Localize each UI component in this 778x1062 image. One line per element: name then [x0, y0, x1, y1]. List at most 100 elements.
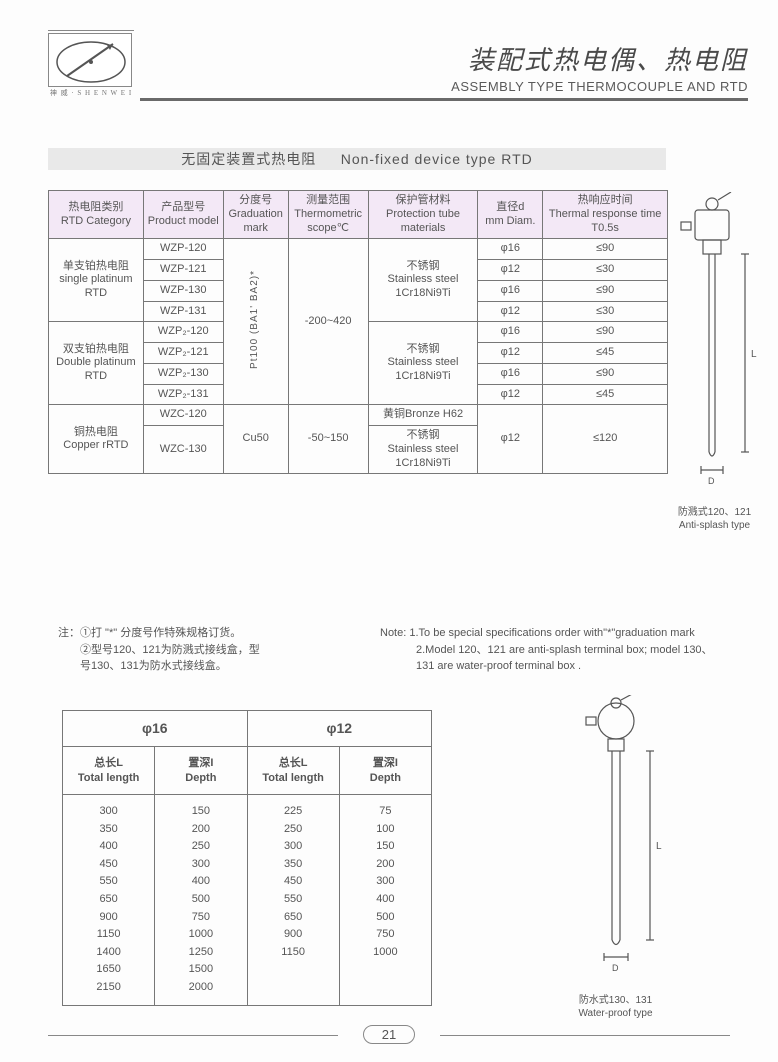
th-category: 热电阻类别RTD Category — [49, 191, 144, 239]
th-text: RTD Category — [51, 215, 141, 229]
th-diam: 直径dmm Diam. — [478, 191, 543, 239]
page-footer: 21 — [0, 1025, 778, 1044]
th-text: 热电阻类别 — [51, 201, 141, 215]
cell-model: WZP₂-121 — [143, 343, 223, 364]
cell-text: 铜热电阻 — [51, 426, 141, 440]
cell-diam-cu: φ12 — [478, 405, 543, 474]
note-line: 2.Model 120、121 are anti-splash terminal… — [380, 642, 738, 659]
table-header-row: φ16 φ12 — [63, 711, 432, 747]
diagram-label-en: Anti-splash type — [667, 519, 762, 532]
section-title: 无固定装置式热电阻 Non-fixed device type RTD — [48, 148, 666, 170]
diagram-label: 防溅式120、121 Anti-splash type — [667, 506, 762, 532]
th-text: 产品型号 — [146, 201, 221, 215]
logo-mark — [48, 33, 132, 87]
cell-mat-ss: 不锈钢Stainless steel 1Cr18Ni9Ti — [368, 239, 478, 322]
probe-icon: L D — [667, 192, 762, 497]
th-scope: 测量范围Thermometric scope℃ — [288, 191, 368, 239]
cell-list-16D: 1502002503004005007501000125015002000 — [155, 795, 247, 1006]
cell-diam: φ16 — [478, 322, 543, 343]
probe-icon: L D — [568, 695, 668, 985]
cell-resp: ≤30 — [543, 301, 668, 322]
th-text: 置深I — [157, 756, 244, 770]
cell-model: WZP-120 — [143, 239, 223, 260]
cell-resp: ≤30 — [543, 260, 668, 281]
spec-table-wrap: 热电阻类别RTD Category 产品型号Product model 分度号G… — [48, 190, 668, 474]
th-phi16: φ16 — [63, 711, 248, 747]
page: 神 威 · S H E N W E I 装配式热电偶、热电阻 ASSEMBLY … — [0, 0, 778, 1062]
th-mat: 保护管材料Protection tube materials — [368, 191, 478, 239]
cell-diam: φ16 — [478, 280, 543, 301]
cell-resp: ≤90 — [543, 239, 668, 260]
cell-model: WZP-121 — [143, 260, 223, 281]
th-text: Protection tube materials — [371, 208, 476, 236]
table-subheader-row: 总长LTotal length 置深IDepth 总长LTotal length… — [63, 747, 432, 795]
cell-model: WZC-130 — [143, 426, 223, 474]
cell-model: WZP₂-130 — [143, 363, 223, 384]
cell-list-12D: 751001502003004005007501000 — [339, 795, 431, 1006]
table-row: 铜热电阻Copper rRTD WZC-120 Cu50 -50~150 黄铜B… — [49, 405, 668, 426]
spec-table: 热电阻类别RTD Category 产品型号Product model 分度号G… — [48, 190, 668, 474]
th-text: 热响应时间 — [545, 194, 665, 208]
cell-resp: ≤45 — [543, 343, 668, 364]
diagram-label-cn: 防水式130、131 — [568, 994, 663, 1007]
th-text: Total length — [250, 771, 337, 785]
cell-model: WZP₂-120 — [143, 322, 223, 343]
title-cn: 装配式热电偶、热电阻 — [451, 40, 748, 77]
title-block: 装配式热电偶、热电阻 ASSEMBLY TYPE THERMOCOUPLE AN… — [451, 40, 748, 94]
cell-text: 不锈钢 — [371, 260, 476, 274]
title-en: ASSEMBLY TYPE THERMOCOUPLE AND RTD — [451, 79, 748, 94]
section-title-en: Non-fixed device type RTD — [341, 151, 533, 167]
th-model: 产品型号Product model — [143, 191, 223, 239]
th-text: Product model — [146, 215, 221, 229]
cell-mat-bronze: 黄铜Bronze H62 — [368, 405, 478, 426]
logo: 神 威 · S H E N W E I — [48, 30, 134, 98]
cell-text: single platinum RTD — [51, 273, 141, 301]
header-rule — [140, 98, 748, 101]
th-text: 保护管材料 — [371, 194, 476, 208]
cell-cat-single: 单支铂热电阻single platinum RTD — [49, 239, 144, 322]
footer-rule-right — [440, 1035, 730, 1036]
cell-cat-copper: 铜热电阻Copper rRTD — [49, 405, 144, 474]
th-text: Thermal response time T0.5s — [545, 208, 665, 236]
diagram-label-cn: 防溅式120、121 — [667, 506, 762, 519]
cell-text: Stainless steel 1Cr18Ni9Ti — [371, 443, 476, 471]
cell-diam: φ12 — [478, 343, 543, 364]
cell-mat-ss: 不锈钢Stainless steel 1Cr18Ni9Ti — [368, 322, 478, 405]
th-text: 直径d — [480, 201, 540, 215]
diagram-water-proof: L D 防水式130、131 Water-proof type — [568, 695, 663, 1020]
cell-grad-cu: Cu50 — [223, 405, 288, 474]
th-tl: 总长LTotal length — [247, 747, 339, 795]
th-text: Total length — [65, 771, 152, 785]
length-table: φ16 φ12 总长LTotal length 置深IDepth 总长LTota… — [62, 710, 432, 1006]
cell-cat-double: 双支铂热电阻Double platinum RTD — [49, 322, 144, 405]
note-line: 131 are water-proof terminal box . — [380, 658, 738, 675]
cell-model: WZP-131 — [143, 301, 223, 322]
cell-resp: ≤90 — [543, 363, 668, 384]
cell-diam: φ16 — [478, 363, 543, 384]
cell-diam: φ12 — [478, 260, 543, 281]
diagram-anti-splash: L D 防溅式120、121 Anti-splash type — [667, 192, 762, 532]
cell-resp: ≤90 — [543, 280, 668, 301]
cell-resp: ≤45 — [543, 384, 668, 405]
diagram-label-en: Water-proof type — [568, 1007, 663, 1020]
svg-text:L: L — [656, 841, 662, 852]
cell-scope-pt: -200~420 — [288, 239, 368, 405]
cell-diam: φ12 — [478, 301, 543, 322]
section-title-cn: 无固定装置式热电阻 — [181, 151, 316, 167]
th-depth: 置深IDepth — [155, 747, 247, 795]
logo-brand-text: 神 威 · S H E N W E I — [48, 88, 134, 98]
dim-d-label: D — [708, 476, 715, 486]
th-text: 分度号 — [226, 194, 286, 208]
table-row: 3003504004505506509001150140016502150 15… — [63, 795, 432, 1006]
cell-text: Stainless steel 1Cr18Ni9Ti — [371, 356, 476, 384]
note-line: Note: 1.To be special specifications ord… — [380, 625, 738, 642]
table-header-row: 热电阻类别RTD Category 产品型号Product model 分度号G… — [49, 191, 668, 239]
th-depth: 置深IDepth — [339, 747, 431, 795]
cell-model: WZP-130 — [143, 280, 223, 301]
note-line: ②型号120、121为防溅式接线盒，型 — [58, 642, 260, 659]
th-text: Graduation mark — [226, 208, 286, 236]
th-text: Thermometric scope℃ — [291, 208, 366, 236]
cell-text: Double platinum RTD — [51, 356, 141, 384]
cell-scope-cu: -50~150 — [288, 405, 368, 474]
footer-rule-left — [48, 1035, 338, 1036]
